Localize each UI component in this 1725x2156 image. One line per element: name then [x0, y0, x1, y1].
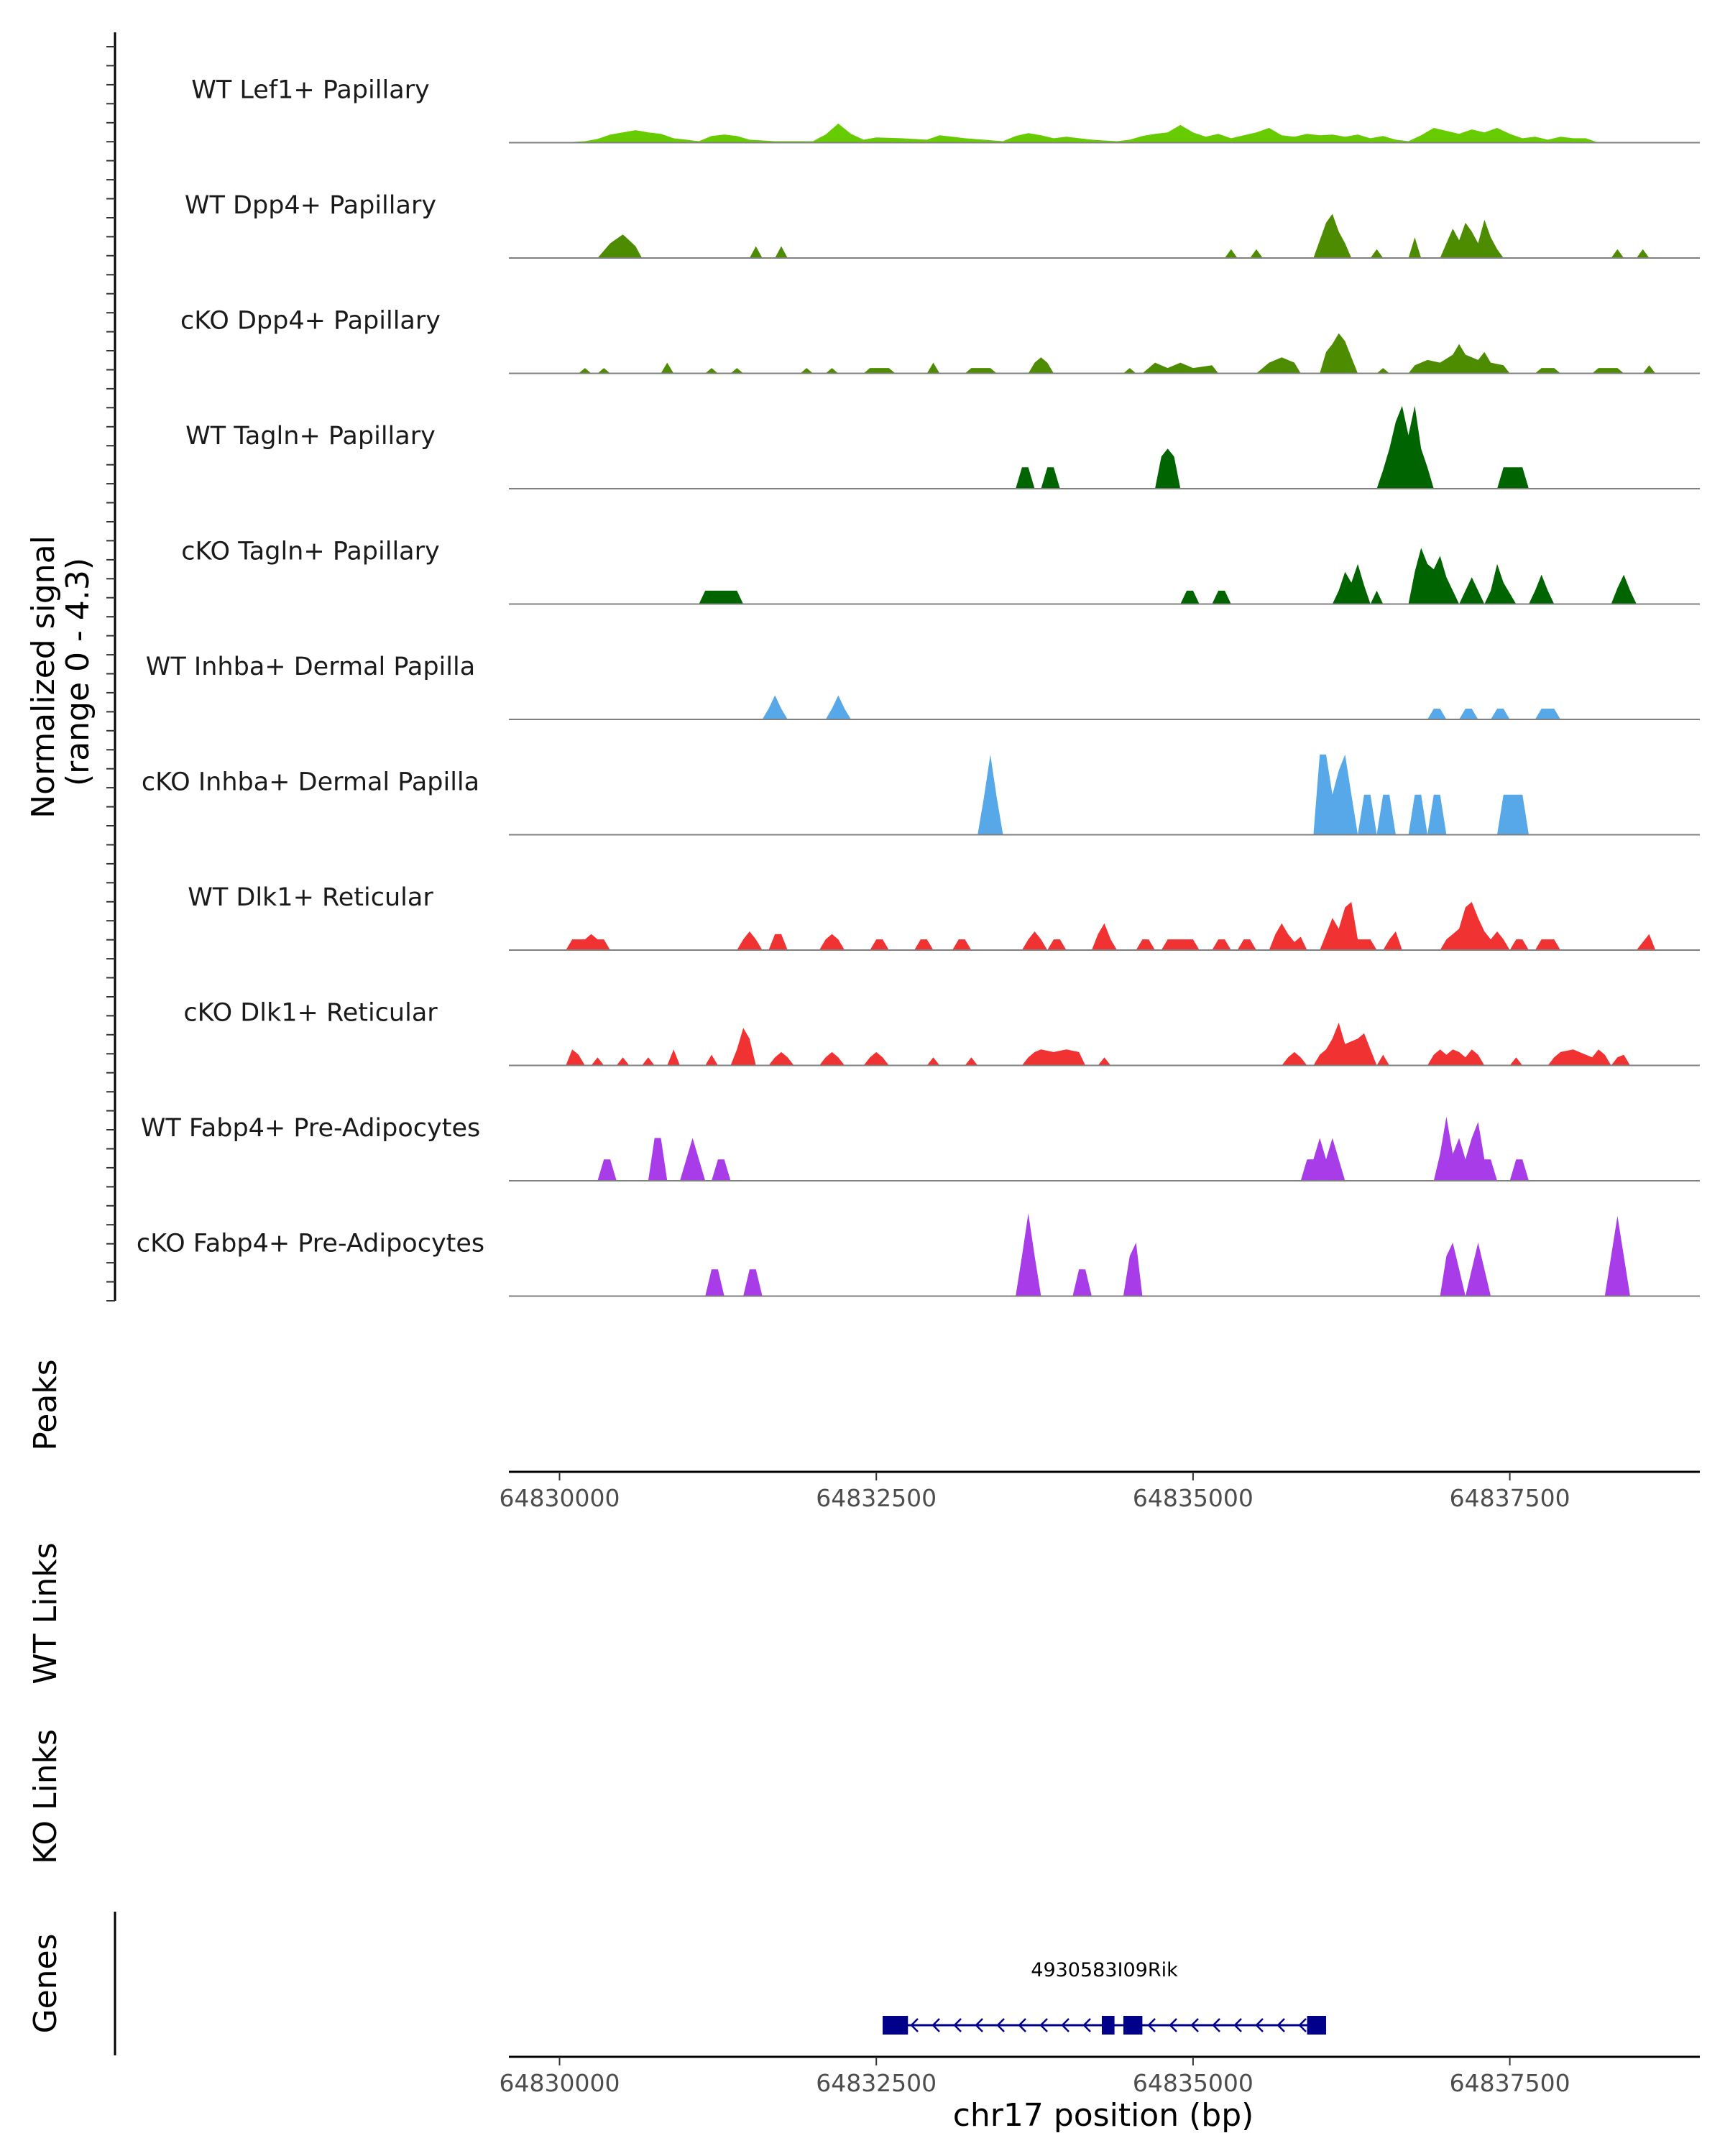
track-3: cKO Dpp4+ Papillary: [180, 307, 1700, 374]
strand-arrow: [932, 2018, 940, 2032]
axis-tick-label: 64835000: [1133, 1484, 1254, 1512]
peaks-label: Peaks: [27, 1359, 64, 1450]
track-label: WT Lef1+ Papillary: [191, 76, 430, 105]
track-label: WT Inhba+ Dermal Papilla: [146, 653, 475, 681]
strand-arrow: [1190, 2018, 1199, 2032]
coverage-y-axis: [106, 32, 116, 1302]
track-label: cKO Fabp4+ Pre-Adipocytes: [137, 1230, 484, 1258]
track-label: WT Tagln+ Papillary: [185, 422, 436, 451]
strand-arrow: [1082, 2018, 1091, 2032]
coverage-area: [559, 123, 1598, 143]
strand-arrow: [1147, 2018, 1156, 2032]
strand-arrow: [1018, 2018, 1026, 2032]
strand-arrow: [910, 2018, 919, 2032]
axis-tick-label: 64832500: [816, 2069, 937, 2097]
gene-annotation: 4930583I09Rik: [883, 1959, 1326, 2035]
strand-arrow: [1169, 2018, 1177, 2032]
strand-arrow: [975, 2018, 983, 2032]
genomic-axis-top: 64830000 64832500 64835000 64837500: [500, 1470, 1700, 1512]
x-axis-title: chr17 position (bp): [953, 2097, 1254, 2134]
track-11: cKO Fabp4+ Pre-Adipocytes: [137, 1213, 1700, 1297]
strand-arrow: [1061, 2018, 1070, 2032]
gene-exon: [1101, 2016, 1115, 2035]
coverage-area: [597, 1116, 1529, 1181]
strand-arrow: [953, 2018, 962, 2032]
track-label: cKO Inhba+ Dermal Papilla: [142, 768, 479, 797]
track-10: WT Fabp4+ Pre-Adipocytes: [141, 1114, 1700, 1181]
track-label: cKO Dpp4+ Papillary: [180, 307, 441, 336]
axis-tick-label: 64837500: [1450, 2069, 1570, 2097]
strand-arrow: [1255, 2018, 1264, 2032]
coverage-area: [705, 1213, 1631, 1296]
coverage-panel: WT Lef1+ Papillary WT Dpp4+ Papillary cKO …: [137, 76, 1700, 1297]
genomic-axis-bottom: 64830000 64832500 64835000 64837500: [500, 2055, 1700, 2097]
coverage-area: [762, 695, 1561, 719]
axis-tick-label: 64832500: [816, 1484, 937, 1512]
axis-tick-label: 64830000: [500, 2069, 620, 2097]
gene-exon: [1123, 2016, 1143, 2035]
track-7: cKO Inhba+ Dermal Papilla: [142, 754, 1700, 836]
track-label: WT Fabp4+ Pre-Adipocytes: [141, 1114, 480, 1143]
track-9: cKO Dlk1+ Reticular: [183, 999, 1700, 1067]
track-1: WT Lef1+ Papillary: [191, 76, 1700, 144]
strand-arrow: [1298, 2018, 1307, 2032]
strand-arrow: [1212, 2018, 1220, 2032]
gene-exon: [1307, 2016, 1326, 2035]
strand-arrow: [1276, 2018, 1285, 2032]
coverage-area: [579, 333, 1656, 374]
track-label: cKO Tagln+ Papillary: [181, 538, 440, 566]
coverage-area: [597, 213, 1650, 258]
track-2: WT Dpp4+ Papillary: [185, 191, 1700, 259]
gene-name-label: 4930583I09Rik: [1031, 1959, 1178, 1981]
strand-arrow: [996, 2018, 1005, 2032]
wt-links-label: WT Links: [27, 1542, 64, 1684]
strand-arrow: [1233, 2018, 1242, 2032]
track-5: cKO Tagln+ Papillary: [181, 538, 1700, 605]
gene-exon: [883, 2016, 908, 2035]
track-6: WT Inhba+ Dermal Papilla: [146, 653, 1700, 720]
axis-tick-label: 64835000: [1133, 2069, 1254, 2097]
coverage-area: [699, 548, 1637, 604]
track-label: cKO Dlk1+ Reticular: [183, 999, 438, 1028]
coverage-y-label: Normalized signal (range 0 - 4.3): [25, 525, 96, 819]
track-8: WT Dlk1+ Reticular: [188, 883, 1700, 951]
track-4: WT Tagln+ Papillary: [185, 405, 1700, 489]
axis-tick-label: 64830000: [500, 1484, 620, 1512]
coverage-area: [566, 902, 1656, 950]
genes-label: Genes: [27, 1933, 64, 2033]
track-label: WT Dpp4+ Papillary: [185, 191, 436, 220]
axis-tick-label: 64837500: [1450, 1484, 1570, 1512]
coverage-area: [1016, 405, 1529, 489]
coverage-area: [978, 754, 1529, 835]
coverage-area: [566, 1023, 1630, 1066]
track-label: WT Dlk1+ Reticular: [188, 883, 433, 912]
strand-arrow: [1039, 2018, 1048, 2032]
ko-links-label: KO Links: [27, 1729, 64, 1864]
